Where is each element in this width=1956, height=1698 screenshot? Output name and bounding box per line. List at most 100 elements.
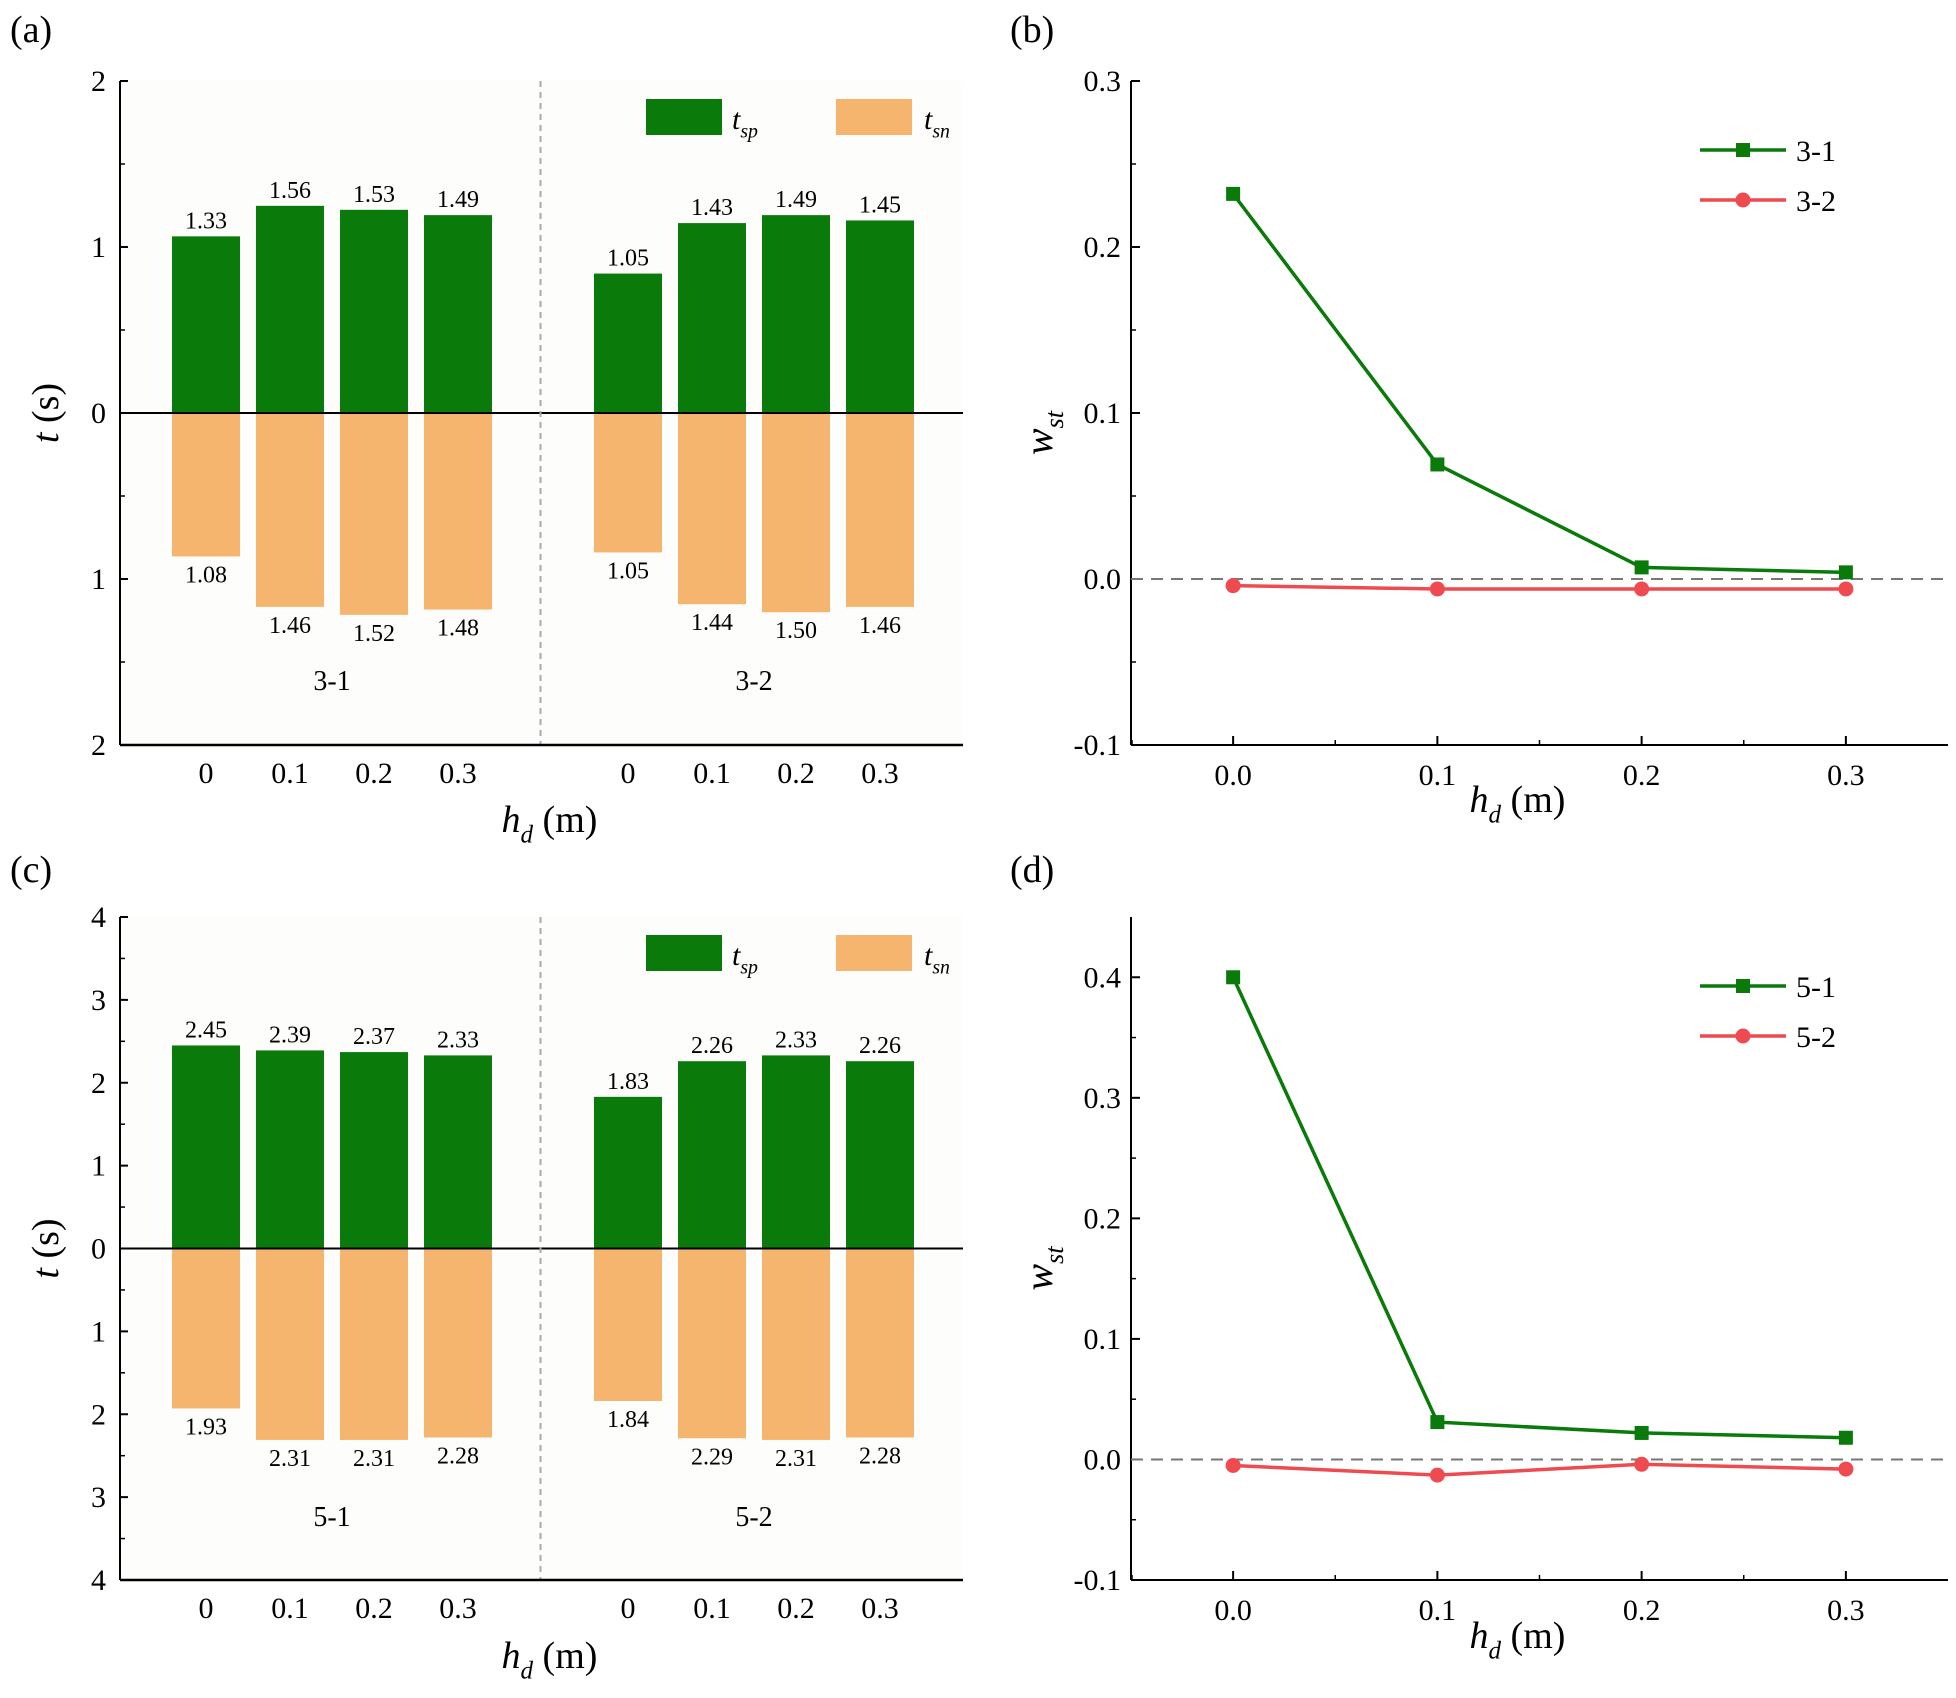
- bar-tsp: [424, 215, 492, 413]
- panel-a: (a)210121.331.0801.561.460.11.531.520.21…: [10, 9, 963, 849]
- x-tick-label: 0.2: [355, 757, 393, 790]
- data-point: [1225, 578, 1241, 594]
- bar-group-3-1: 1.33 1.08 0 1.56 1.46 0.1 1.53 1.52 0.2 1.49 1.48 0…: [172, 178, 492, 790]
- bar-tsp: [678, 223, 746, 413]
- panel-label: (c): [10, 849, 52, 891]
- data-point: [1429, 1467, 1445, 1483]
- legend-label-tsn: tsn: [924, 103, 950, 142]
- bar-tsn-label: 2.31: [775, 1446, 817, 1472]
- y-tick-label: 2: [91, 65, 106, 98]
- data-point: [1634, 1425, 1649, 1440]
- y-axis-title: t (s): [25, 383, 67, 443]
- bar-tsp: [172, 1045, 240, 1249]
- x-tick-label: 0.2: [355, 1592, 393, 1625]
- legend-label: 3-1: [1796, 135, 1836, 168]
- y-tick-label: -0.1: [1074, 1564, 1122, 1597]
- panel-d: (d) -0.1 0.0 0.1 0.2 0.3 0.4 0.0 0.1 0.2 0.3 5-1 5-2…: [1010, 849, 1948, 1665]
- group-label: 3-2: [735, 666, 772, 697]
- y-tick-label: 4: [91, 1564, 106, 1597]
- bar-tsp-label: 2.39: [269, 1022, 311, 1048]
- bar-tsp: [340, 209, 408, 413]
- bar-tsp-label: 1.53: [353, 182, 395, 208]
- series-3-2: [1225, 578, 1854, 597]
- x-tick-label: 0.3: [861, 757, 899, 790]
- x-tick-label: 0.1: [693, 1592, 731, 1625]
- bar-tsp-label: 1.83: [607, 1069, 649, 1095]
- series-3-1: [1226, 186, 1853, 580]
- bar-tsp-label: 2.26: [859, 1033, 901, 1059]
- bar-tsp: [340, 1052, 408, 1249]
- bar-tsn-label: 2.28: [859, 1443, 901, 1469]
- bar-tsp: [172, 236, 240, 413]
- bar-tsn-label: 2.28: [437, 1443, 479, 1469]
- x-axis-title: hd (m): [502, 1635, 598, 1685]
- legend-marker: [1736, 979, 1750, 993]
- legend: tsp tsn: [646, 935, 950, 978]
- bar-tsp: [424, 1055, 492, 1249]
- y-axis-title: t (s): [25, 1218, 67, 1278]
- x-tick-label: 0.0: [1214, 759, 1252, 792]
- panel-label: (a): [10, 9, 52, 51]
- series-line: [1233, 583, 1846, 591]
- legend-marker: [1735, 192, 1751, 208]
- x-tick-label: 0.2: [777, 1592, 815, 1625]
- data-point: [1634, 560, 1649, 575]
- panel-label: (b): [1010, 9, 1054, 51]
- y-tick-label: 3: [91, 984, 106, 1017]
- y-tick-label: -0.1: [1074, 729, 1122, 762]
- y-tick-label: 0.1: [1084, 397, 1122, 430]
- bar-tsn-label: 1.05: [607, 558, 649, 584]
- x-tick-label: 0.2: [777, 757, 815, 790]
- bar-tsp-label: 1.56: [269, 178, 311, 204]
- legend-item-3-1: 3-1: [1700, 135, 1836, 168]
- bar-tsp: [678, 1061, 746, 1249]
- legend-swatch-tsn: [836, 935, 912, 971]
- legend-label-tsn: tsn: [924, 939, 950, 978]
- x-tick-label: 0.3: [439, 757, 477, 790]
- bar-tsn: [678, 413, 746, 605]
- y-axis-title: wst: [1016, 410, 1069, 455]
- bar-tsp-label: 1.49: [437, 187, 479, 213]
- y-axis-title: wst: [1016, 1246, 1069, 1291]
- y-tick-label: 1: [91, 1315, 106, 1348]
- bar-tsp-label: 1.45: [859, 192, 901, 218]
- x-tick-label: 0: [621, 757, 636, 790]
- bar-tsn: [846, 413, 914, 607]
- data-point: [1634, 1456, 1650, 1472]
- y-tick-label: 4: [91, 901, 106, 934]
- bar-tsn: [256, 1248, 324, 1440]
- legend-item-3-2: 3-2: [1700, 185, 1836, 218]
- x-axis-title: hd (m): [502, 799, 598, 849]
- bar-tsn: [846, 1248, 914, 1438]
- y-tick-label: 1: [91, 1150, 106, 1183]
- y-tick-label: 0.1: [1084, 1323, 1122, 1356]
- y-tick-label: 0.0: [1084, 1443, 1122, 1476]
- bar-tsn-label: 1.46: [859, 613, 901, 639]
- bar-tsn: [424, 1248, 492, 1438]
- data-point: [1838, 581, 1854, 597]
- x-tick-label: 0.1: [271, 757, 309, 790]
- series-5-2: [1225, 1456, 1854, 1483]
- bar-tsn: [762, 413, 830, 613]
- bar-tsn-label: 1.93: [185, 1414, 227, 1440]
- bar-tsp: [762, 215, 830, 413]
- bar-tsp: [594, 273, 662, 413]
- x-tick-label: 0.0: [1214, 1594, 1252, 1627]
- bar-tsn-label: 2.31: [353, 1446, 395, 1472]
- bar-tsn: [172, 1248, 240, 1409]
- y-tick-label: 3: [91, 1481, 106, 1514]
- data-point: [1430, 457, 1445, 472]
- legend-swatch-tsp: [646, 935, 722, 971]
- bar-tsn: [172, 413, 240, 557]
- legend-item-5-2: 5-2: [1700, 1021, 1836, 1054]
- panel-c: (c) 4 3 2 1 0 1 2 3 4 2.45 1.93 0 2.39 2.31 0.1 2.37 2.31…: [10, 849, 963, 1685]
- data-point: [1226, 186, 1241, 201]
- bar-tsn: [594, 413, 662, 553]
- x-tick-label: 0.2: [1623, 1594, 1661, 1627]
- data-point: [1634, 581, 1650, 597]
- x-tick-label: 0.1: [1419, 759, 1457, 792]
- bar-tsn: [340, 1248, 408, 1440]
- x-tick-label: 0: [199, 757, 214, 790]
- bar-tsn: [678, 1248, 746, 1439]
